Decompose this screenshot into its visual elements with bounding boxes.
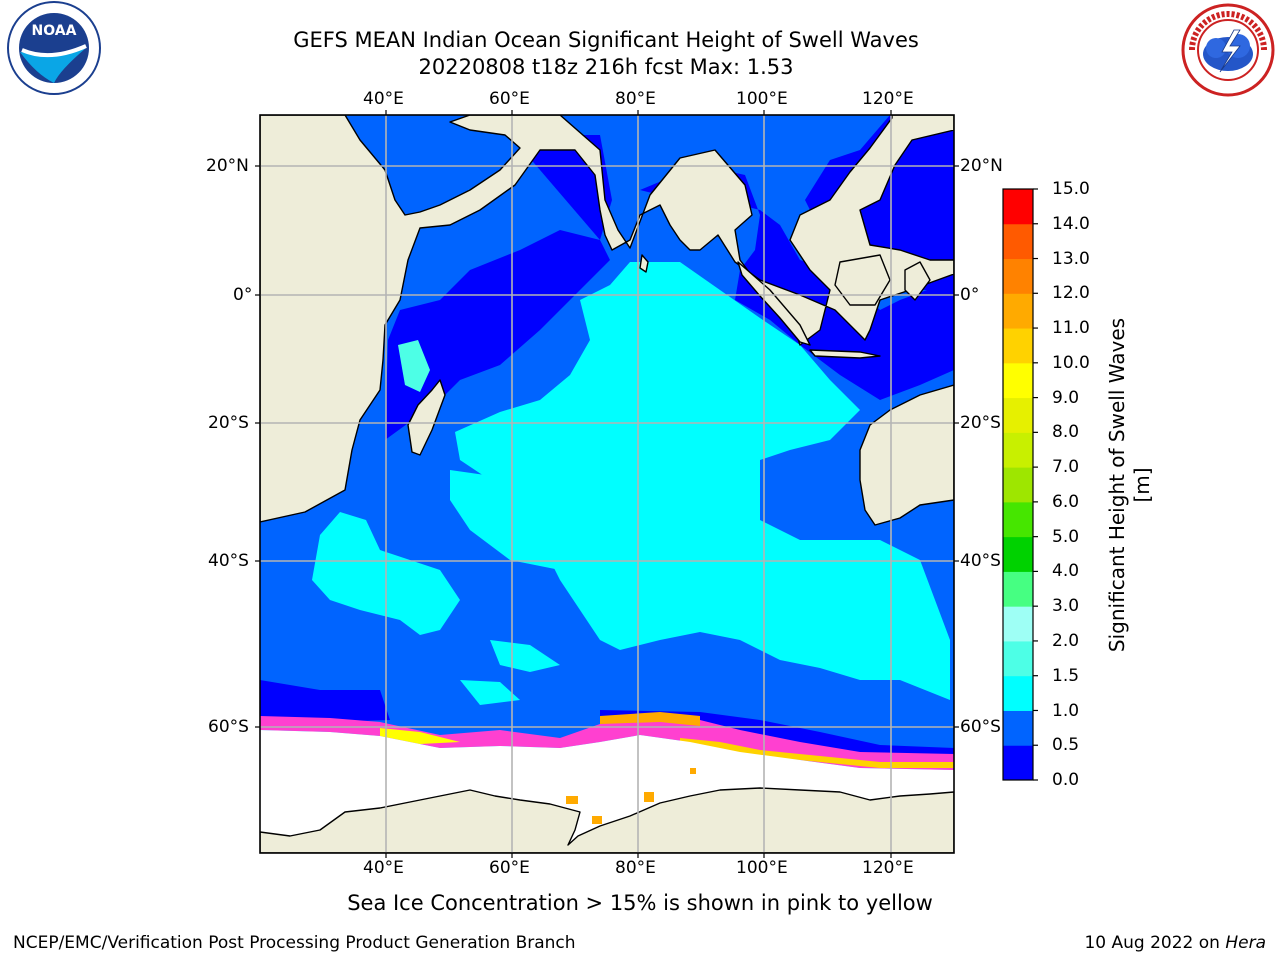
colorbar-segment	[1003, 501, 1033, 538]
colorbar-tick-label: 13.0	[1052, 248, 1090, 269]
colorbar-tick-label: 10.0	[1052, 352, 1090, 373]
colorbar-segment	[1003, 571, 1033, 607]
lat-label-left-20s: 20°S	[208, 413, 249, 433]
lon-label-bottom-120e: 120°E	[862, 858, 914, 878]
tick-marks	[255, 110, 959, 858]
lon-label-bottom-80e: 80°E	[615, 858, 656, 878]
ice-specks	[566, 768, 696, 824]
lat-label-right-20n: 20°N	[960, 156, 1003, 176]
sea-ice-note: Sea Ice Concentration > 15% is shown in …	[347, 891, 933, 915]
colorbar-segment	[1003, 223, 1033, 260]
lat-label-left-60s: 60°S	[208, 717, 249, 737]
colorbar-segment	[1003, 189, 1033, 225]
chart-subtitle: 20220808 t18z 216h fcst Max: 1.53	[418, 55, 794, 79]
colorbar-segment	[1003, 362, 1033, 399]
colorbar-segment	[1003, 606, 1033, 642]
footer-machine: Hera	[1225, 933, 1266, 953]
lon-label-top-60e: 60°E	[489, 89, 530, 109]
lat-label-right-20s: 20°S	[960, 413, 1001, 433]
colorbar-tick-label: 8.0	[1052, 422, 1080, 443]
colorbar-tick-label: 1.0	[1052, 700, 1080, 721]
lat-label-right-40s: 40°S	[960, 551, 1001, 571]
lon-label-top-100e: 100°E	[736, 89, 788, 109]
grid-lines	[260, 115, 954, 853]
lon-label-bottom-60e: 60°E	[489, 858, 530, 878]
lat-label-left-20n: 20°N	[206, 156, 249, 176]
colorbar-tick-label: 6.0	[1052, 491, 1080, 512]
footer-credit: NCEP/EMC/Verification Post Processing Pr…	[13, 933, 576, 953]
colorbar-tick-label: 15.0	[1052, 179, 1090, 199]
footer-date: 10 Aug 2022 on Hera	[1084, 932, 1266, 954]
lon-label-top-40e: 40°E	[363, 89, 404, 109]
colorbar-tick-label: 11.0	[1052, 318, 1090, 339]
colorbar-frame	[1002, 188, 1034, 781]
land-masses	[260, 115, 954, 853]
lat-label-left-40s: 40°S	[208, 551, 249, 571]
colorbar-tick-label: 0.5	[1052, 735, 1080, 756]
noaa-logo-text: NOAA	[32, 23, 77, 39]
colorbar-segment	[1003, 397, 1033, 433]
lat-label-left-0: 0°	[233, 285, 253, 305]
lat-label-right-60s: 60°S	[960, 717, 1001, 737]
colorbar-tick-label: 0.0	[1052, 770, 1080, 790]
lon-label-top-120e: 120°E	[862, 89, 914, 109]
chart-title: GEFS MEAN Indian Ocean Significant Heigh…	[293, 28, 919, 52]
colorbar-segment	[1003, 745, 1033, 781]
lon-label-bottom-100e: 100°E	[736, 858, 788, 878]
lon-label-bottom-40e: 40°E	[363, 858, 404, 878]
noaa-logo: NOAA	[7, 1, 101, 95]
colorbar-tick-label: 14.0	[1052, 213, 1090, 234]
lon-label-top-80e: 80°E	[615, 89, 656, 109]
colorbar-segment	[1003, 328, 1033, 364]
colorbar-segment	[1003, 640, 1033, 677]
colorbar-segment	[1003, 536, 1033, 572]
colorbar-tick-label: 1.5	[1052, 665, 1080, 686]
lat-label-right-0: 0°	[960, 285, 980, 305]
map-frame	[259, 114, 955, 854]
colorbar-segment	[1003, 675, 1033, 711]
colorbar-segment	[1003, 710, 1033, 746]
map-area	[260, 115, 954, 853]
colorbar	[1003, 189, 1033, 781]
colorbar-tick-label: 2.0	[1052, 630, 1080, 651]
colorbar-segment	[1003, 258, 1033, 294]
colorbar-tick-label: 5.0	[1052, 526, 1080, 547]
colorbar-segment	[1003, 467, 1033, 503]
colorbar-tick-label: 9.0	[1052, 387, 1080, 408]
footer-date-text: 10 Aug 2022 on	[1084, 933, 1226, 953]
colorbar-label: Significant Height of Swell Waves [m]	[1105, 317, 1154, 653]
colorbar-tick-label: 4.0	[1052, 561, 1080, 582]
colorbar-segment	[1003, 432, 1033, 468]
colorbar-segment	[1003, 293, 1033, 329]
colorbar-tick-label: 7.0	[1052, 457, 1080, 478]
colorbar-tick-label: 12.0	[1052, 283, 1090, 304]
national-weather-service-logo	[1181, 3, 1275, 97]
colorbar-tick-label: 3.0	[1052, 596, 1080, 617]
